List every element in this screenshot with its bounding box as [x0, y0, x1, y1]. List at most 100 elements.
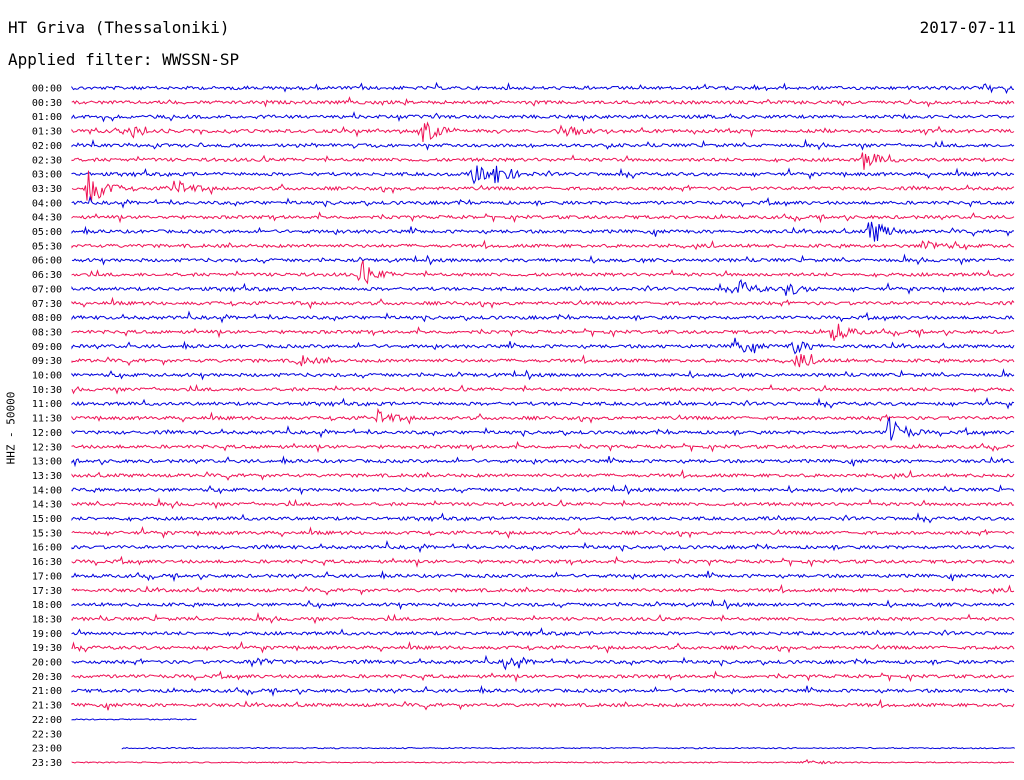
- trace-1900: [71, 627, 1015, 637]
- time-label-2100: 21:00: [32, 686, 62, 697]
- time-label-1100: 11:00: [32, 399, 62, 410]
- trace-1700: [71, 570, 1015, 583]
- trace-0630: [71, 260, 1015, 285]
- time-label-1630: 16:30: [32, 557, 62, 568]
- time-label-1700: 17:00: [32, 571, 62, 582]
- time-label-0400: 04:00: [32, 198, 62, 209]
- trace-0830: [71, 323, 1015, 342]
- time-label-2330: 23:30: [32, 758, 62, 769]
- trace-2300: [121, 746, 1015, 750]
- time-label-1600: 16:00: [32, 543, 62, 554]
- trace-0330: [71, 170, 1015, 202]
- trace-0300: [71, 165, 1015, 185]
- time-label-0900: 09:00: [32, 342, 62, 353]
- time-label-0930: 09:30: [32, 356, 62, 367]
- trace-1200: [71, 416, 1015, 441]
- traces: [71, 81, 1015, 765]
- time-label-2230: 22:30: [32, 729, 62, 740]
- time-label-0030: 00:30: [32, 98, 62, 109]
- trace-1230: [71, 440, 1015, 454]
- trace-1330: [71, 469, 1015, 481]
- trace-2330: [71, 759, 1015, 765]
- trace-2100: [71, 684, 1015, 697]
- time-label-1230: 12:30: [32, 442, 62, 453]
- trace-1600: [71, 539, 1015, 554]
- recording-date: 2017-07-11: [919, 18, 1016, 37]
- trace-0430: [71, 211, 1015, 224]
- time-label-2200: 22:00: [32, 715, 62, 726]
- time-label-0530: 05:30: [32, 241, 62, 252]
- trace-0530: [71, 239, 1014, 251]
- trace-0730: [71, 296, 1015, 310]
- trace-2030: [71, 670, 1015, 683]
- trace-0000: [71, 81, 1015, 95]
- trace-1300: [71, 455, 1015, 468]
- time-label-1400: 14:00: [32, 485, 62, 496]
- trace-1930: [71, 640, 1015, 654]
- trace-0930: [71, 354, 1015, 368]
- time-label-0230: 02:30: [32, 155, 62, 166]
- trace-0700: [71, 279, 1015, 296]
- time-label-1000: 10:00: [32, 371, 62, 382]
- time-labels: 00:00 00:30 01:00 01:30 02:00 02:30 03:00 03:30…: [32, 84, 62, 769]
- time-label-0630: 06:30: [32, 270, 62, 281]
- trace-1430: [71, 497, 1015, 510]
- trace-1630: [71, 555, 1015, 568]
- time-label-1030: 10:30: [32, 385, 62, 396]
- time-label-0100: 01:00: [32, 112, 62, 123]
- trace-1800: [71, 599, 1015, 611]
- time-label-2030: 20:30: [32, 672, 62, 683]
- trace-0800: [71, 310, 1015, 324]
- trace-1100: [71, 396, 1015, 410]
- time-label-0300: 03:00: [32, 170, 62, 181]
- filter-label: Applied filter: WWSSN-SP: [8, 50, 240, 69]
- time-label-1830: 18:30: [32, 614, 62, 625]
- trace-2200: [71, 718, 197, 721]
- time-label-0800: 08:00: [32, 313, 62, 324]
- time-label-2000: 20:00: [32, 658, 62, 669]
- time-label-0000: 00:00: [32, 84, 62, 95]
- time-label-1930: 19:30: [32, 643, 62, 654]
- trace-0900: [71, 337, 1015, 355]
- trace-0500: [71, 221, 1014, 242]
- time-label-1300: 13:00: [32, 457, 62, 468]
- trace-0130: [71, 121, 1015, 143]
- time-label-0130: 01:30: [32, 127, 62, 138]
- time-label-0730: 07:30: [32, 299, 62, 310]
- time-label-0330: 03:30: [32, 184, 62, 195]
- time-label-1130: 11:30: [32, 414, 62, 425]
- trace-0030: [71, 96, 1015, 108]
- trace-1000: [71, 368, 1015, 381]
- trace-2130: [71, 698, 1015, 711]
- time-label-1730: 17:30: [32, 586, 62, 597]
- time-label-0600: 06:00: [32, 256, 62, 267]
- trace-1730: [71, 583, 1015, 596]
- trace-0230: [71, 152, 1015, 170]
- trace-0600: [71, 253, 1015, 266]
- trace-1530: [71, 526, 1015, 539]
- time-label-1200: 12:00: [32, 428, 62, 439]
- trace-1400: [71, 484, 1015, 496]
- time-label-2130: 21:30: [32, 701, 62, 712]
- time-label-1430: 14:30: [32, 500, 62, 511]
- trace-1030: [71, 383, 1015, 395]
- trace-0100: [71, 111, 1015, 123]
- trace-1500: [71, 512, 1015, 524]
- time-label-0430: 04:30: [32, 213, 62, 224]
- time-label-1900: 19:00: [32, 629, 62, 640]
- time-label-0700: 07:00: [32, 284, 62, 295]
- time-label-1500: 15:00: [32, 514, 62, 525]
- time-label-0830: 08:30: [32, 327, 62, 338]
- time-label-2300: 23:00: [32, 744, 62, 755]
- time-label-1530: 15:30: [32, 528, 62, 539]
- trace-0200: [71, 138, 1015, 151]
- trace-1130: [71, 407, 1015, 425]
- time-label-1800: 18:00: [32, 600, 62, 611]
- time-label-0200: 02:00: [32, 141, 62, 152]
- time-label-1330: 13:30: [32, 471, 62, 482]
- trace-1830: [71, 612, 1015, 625]
- trace-0400: [71, 195, 1015, 209]
- trace-2000: [71, 654, 1015, 671]
- station-title: HT Griva (Thessaloniki): [8, 18, 230, 37]
